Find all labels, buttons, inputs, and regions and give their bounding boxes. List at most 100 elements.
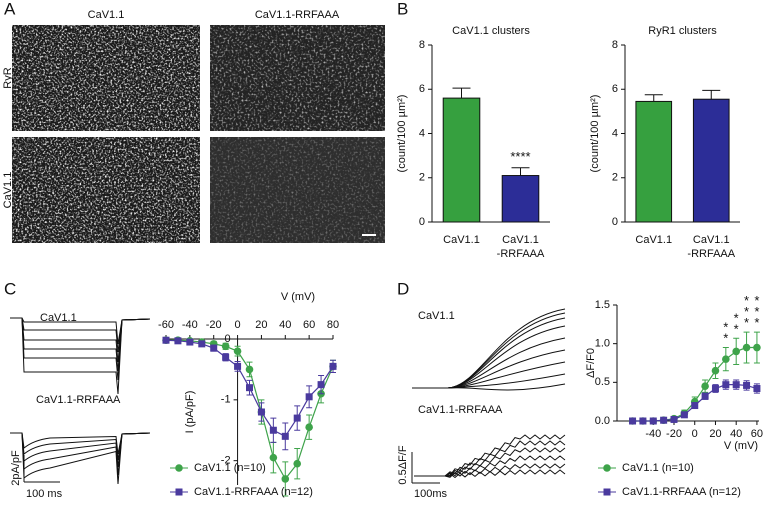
marker [162,336,170,344]
significance: * * * [744,294,749,331]
significance: * * [734,311,739,337]
marker [722,381,730,389]
y-axis-label: (count/100 µm²) [396,95,408,173]
marker [732,381,740,389]
fluo-trace [414,434,566,477]
marker [245,365,254,374]
y-tick-label: 4 [612,127,618,139]
significance: * * * [754,294,759,331]
y-tick-label: 8 [419,39,425,51]
bar [635,100,673,223]
y-tick-label: 0 [419,216,425,228]
marker [680,411,688,419]
column-label: CaV1.1 [88,9,125,21]
row-label: CaV1.1 [2,172,14,209]
marker [221,342,230,351]
current-trace [10,317,151,395]
error-bar [511,167,530,176]
marker [753,385,761,393]
y-tick-label: -1 [221,394,231,406]
legend-label: CaV1.1-RRFAAA (n=12) [622,486,741,498]
legend-label: CaV1.1 (n=10) [622,462,694,474]
marker [649,417,657,425]
marker [670,415,678,423]
marker [711,385,719,393]
x-tick-label: -40 [182,319,198,331]
significance: * * [723,320,728,346]
current-trace [10,432,151,455]
row-label: RyR [2,67,14,88]
marker [305,423,313,432]
fluo-trace [412,308,566,389]
marker [701,392,709,400]
current-trace [10,432,151,485]
image-texture [210,137,385,243]
significance: **** [510,149,530,164]
y-tick-label: 0 [224,333,230,345]
x-tick-label: CaV1.1 -RRFAAA [687,234,735,260]
marker [293,459,302,468]
x-tick-label: -60 [158,319,174,331]
trace-label: CaV1.1 [418,310,455,322]
marker [293,414,301,422]
y-tick-label: 0 [612,216,618,228]
y-tick-label: 1.0 [595,338,610,350]
marker [691,402,699,410]
marker [317,381,325,389]
fluo-trace [414,440,566,477]
marker [329,362,337,370]
current-trace [10,432,151,476]
error-bar [702,89,721,100]
x-tick-label: 20 [709,428,721,440]
marker [222,353,230,361]
scale-bar [362,234,376,236]
legend-label: CaV1.1-RRFAAA (n=12) [194,486,313,498]
x-tick-label: CaV1.1 [635,234,672,246]
marker [186,338,194,346]
x-tick-label: CaV1.1 [443,234,480,246]
y-axis-label: I (pA/pF) [184,391,196,434]
y-tick-label: 6 [419,83,425,95]
marker [629,417,637,425]
scale-label: 100ms [414,488,448,500]
y-tick-label: 6 [612,83,618,95]
micrographs [12,25,385,243]
marker [732,347,740,356]
marker [753,343,761,352]
marker [198,340,206,348]
chart-title: CaV1.1 clusters [452,25,530,37]
bar [501,175,540,223]
y-axis-label: ΔF/F0 [585,348,597,378]
x-tick-label: -40 [645,428,661,440]
legend-marker [603,488,611,496]
marker [233,347,242,355]
fluo-trace [412,349,566,389]
bar [442,97,481,223]
fluo-trace [412,317,566,389]
fluo-trace [414,455,566,477]
trace-label: CaV1.1-RRFAAA [418,404,503,416]
marker [257,408,265,416]
y-tick-label: 2 [419,172,425,184]
y-tick-label: 8 [612,39,618,51]
marker [174,337,182,345]
y-axis-label: (count/100 µm²) [589,95,601,173]
fluo-trace [412,325,566,389]
marker [305,393,313,401]
x-tick-label: 80 [327,319,339,331]
legend-marker [603,464,611,472]
panel-label: C [4,279,16,298]
marker [210,344,218,352]
marker [742,343,751,352]
error-bar [452,87,471,99]
scale-label: 2pA/pF [10,450,22,486]
panel-label: B [397,0,408,18]
chart-title: RyR1 clusters [648,25,717,37]
marker [639,417,647,425]
legend-label: CaV1.1 (n=10) [194,462,266,474]
marker [281,432,289,440]
x-tick-label: 40 [279,319,291,331]
marker [701,382,709,391]
x-axis-label: V (mV) [724,440,758,452]
